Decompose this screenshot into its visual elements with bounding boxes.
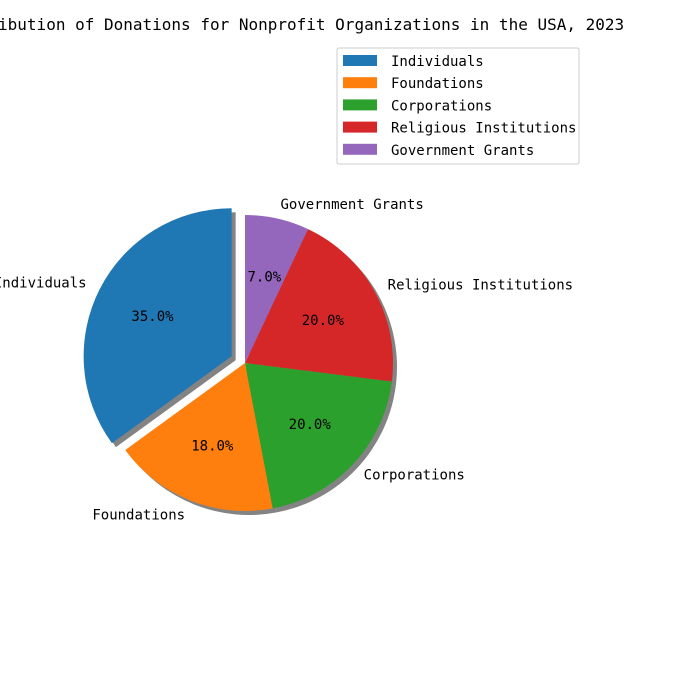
- legend-frame: [336, 47, 580, 165]
- labels-layer: Individuals 35.0% Foundations 18.0% Corporat…: [0, 197, 573, 523]
- legend-label-religious-institutions: Religious Institutions: [391, 121, 576, 137]
- pct-label-individuals: 35.0%: [131, 309, 174, 325]
- pct-label-foundations: 18.0%: [191, 439, 234, 455]
- pct-label-religious-institutions: 20.0%: [302, 313, 345, 329]
- pct-label-corporations: 20.0%: [289, 417, 332, 433]
- legend-swatch-foundations: [343, 77, 377, 89]
- chart-title: Distribution of Donations for Nonprofit …: [0, 15, 624, 34]
- pie-slice-corporations: [245, 363, 392, 509]
- pct-label-government-grants: 7.0%: [248, 269, 282, 285]
- legend-label-government-grants: Government Grants: [391, 143, 534, 159]
- legend-label-individuals: Individuals: [391, 54, 484, 70]
- legend-label-foundations: Foundations: [391, 76, 484, 92]
- legend-swatch-religious-institutions: [343, 121, 377, 133]
- slice-label-foundations: Foundations: [92, 507, 185, 523]
- legend: Individuals Foundations Corporations Religi…: [336, 47, 580, 165]
- legend-swatch-individuals: [343, 55, 377, 66]
- pie-slice-individuals: [83, 208, 232, 444]
- legend-swatch-government-grants: [343, 143, 377, 155]
- legend-swatch-corporations: [343, 99, 377, 111]
- legend-label-corporations: Corporations: [391, 98, 492, 114]
- slices-layer: [83, 208, 393, 511]
- slice-label-religious-institutions: Religious Institutions: [388, 278, 573, 294]
- slice-label-government-grants: Government Grants: [281, 197, 424, 213]
- pie-slice-foundations: [125, 363, 273, 511]
- pie-slice-government-grants: [245, 215, 309, 363]
- pie-slice-religious-institutions: [245, 229, 393, 382]
- slice-label-corporations: Corporations: [364, 467, 465, 483]
- slice-label-individuals: Individuals: [0, 275, 87, 291]
